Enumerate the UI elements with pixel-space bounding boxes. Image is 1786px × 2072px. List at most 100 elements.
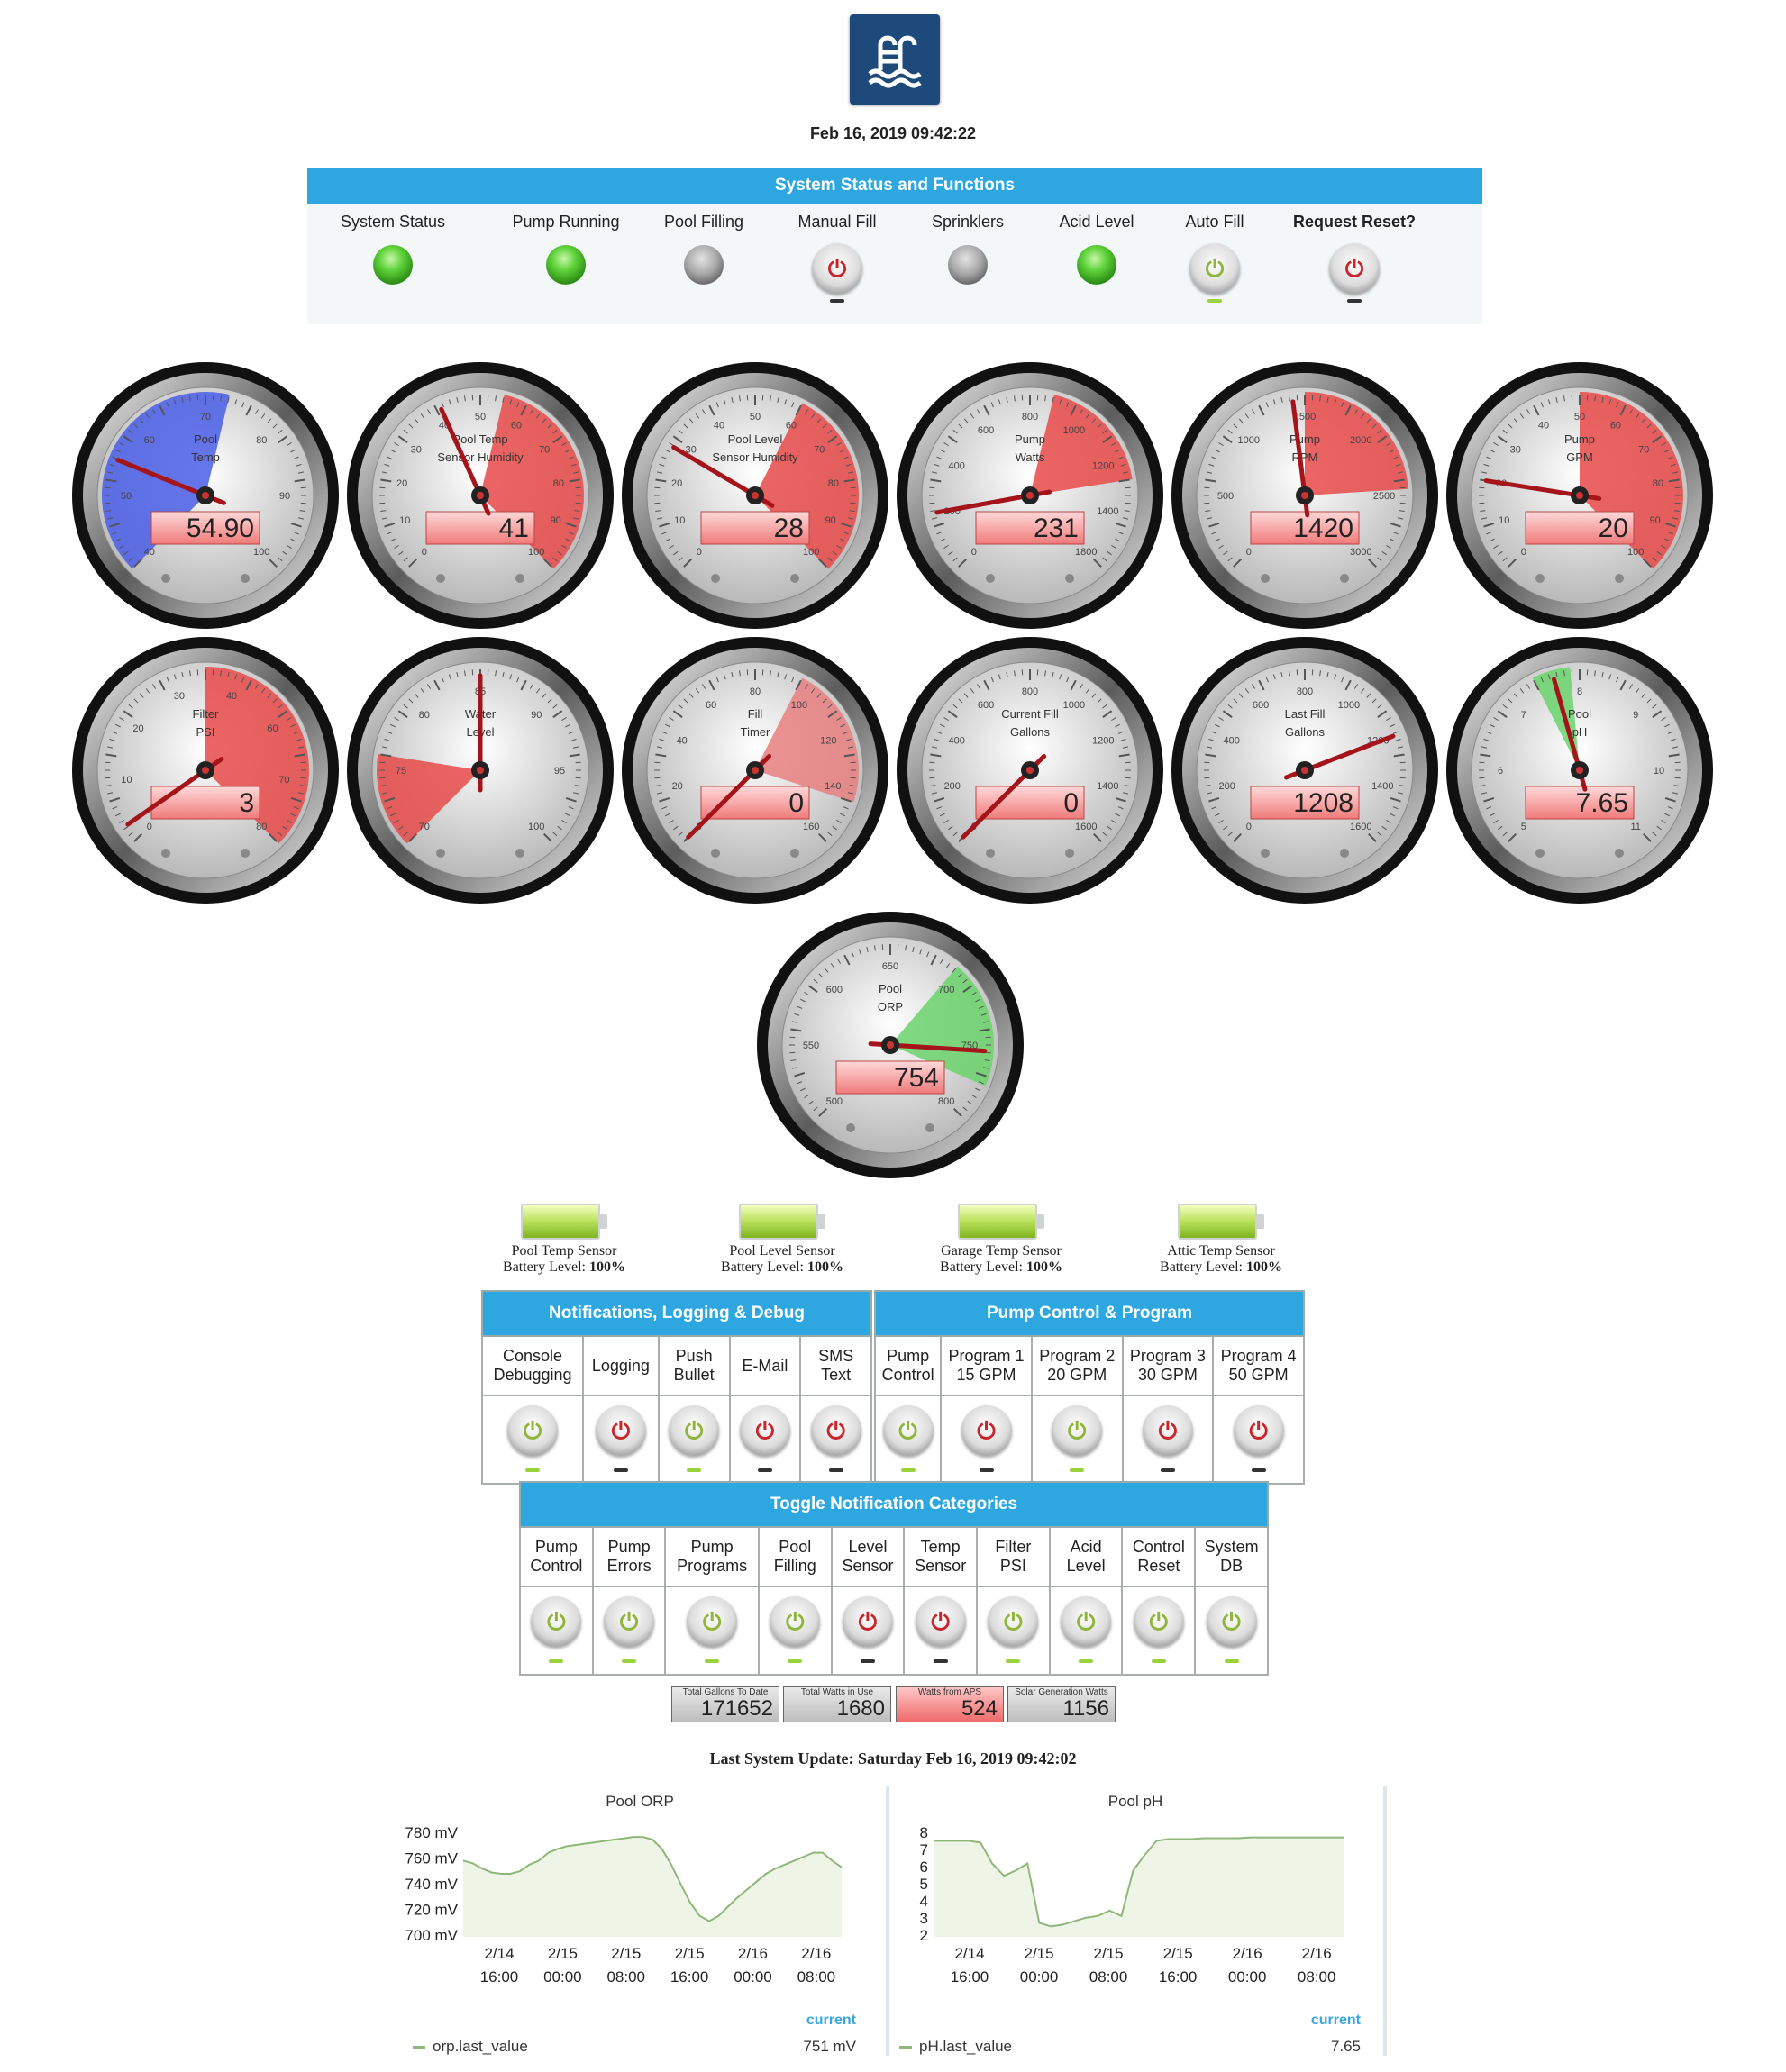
gauge-tick — [1489, 538, 1495, 542]
power-toggle-button[interactable]: ⏻ — [1233, 1405, 1284, 1456]
gauge-tick — [824, 968, 829, 973]
gauge-tick — [808, 1100, 814, 1105]
gauge-tick — [1258, 679, 1265, 691]
gauge-tick — [1635, 413, 1640, 419]
gauge-tick — [1102, 704, 1107, 709]
power-toggle-button[interactable]: ⏻ — [1329, 243, 1380, 294]
toggle-state-bar — [1079, 1659, 1094, 1663]
gauge-min-led — [1261, 849, 1270, 858]
power-toggle-button[interactable]: ⏻ — [604, 1596, 655, 1647]
toggle-state-bar — [687, 1468, 702, 1472]
gauge-tick — [1044, 395, 1047, 402]
power-toggle-button[interactable]: ⏻ — [882, 1405, 934, 1456]
gauge-tick — [1111, 442, 1116, 447]
power-toggle-button[interactable]: ⏻ — [915, 1596, 966, 1647]
power-toggle-button[interactable]: ⏻ — [812, 243, 862, 294]
toggle-label-line1: Level — [848, 1538, 888, 1556]
gauge-tick — [1272, 399, 1276, 405]
gauge-tick — [1122, 746, 1129, 749]
toggle-label: Control Reset — [1121, 1526, 1197, 1587]
gauge-tick — [403, 429, 408, 434]
y-tick-label: 740 mV — [405, 1876, 459, 1893]
gauge-tick — [278, 435, 288, 444]
gauge-10: 02004006008001000120014001600Last FillGa… — [1170, 635, 1440, 905]
toggle-label-line1: Pool — [779, 1538, 812, 1556]
gauge-tick — [119, 544, 124, 549]
power-toggle-button[interactable]: ⏻ — [810, 1405, 861, 1456]
gauge-tick — [287, 819, 292, 823]
power-toggle-button[interactable]: ⏻ — [770, 1596, 821, 1647]
gauge-tick — [784, 399, 788, 405]
gauge-tick — [463, 395, 466, 402]
gauge-tick — [109, 522, 121, 528]
gauge-tick — [1107, 550, 1112, 556]
gauge-tick-label: 90 — [1650, 515, 1661, 526]
gauge-tick — [529, 409, 533, 414]
legend-series[interactable]: orp.last_value — [413, 2038, 528, 2056]
gauge-tick — [975, 1071, 987, 1077]
gauge-tick — [1601, 671, 1604, 678]
toggle-cell: ⏻ — [728, 1395, 802, 1485]
gauge-tick — [456, 396, 459, 404]
gauge-tick — [818, 973, 824, 978]
power-toggle-button[interactable]: ⏻ — [595, 1405, 646, 1456]
toggle-label-line1: Program 1 — [948, 1347, 1025, 1365]
toggle-cell: ⏻ — [519, 1586, 594, 1676]
toggle-label-line1: SMS — [818, 1347, 854, 1365]
power-toggle-button[interactable]: ⏻ — [507, 1405, 559, 1456]
status-item-7: Request Reset? ⏻ — [1264, 213, 1444, 303]
gauge-tick — [1222, 710, 1233, 719]
x-tick-label: 00:00 — [1020, 1968, 1059, 1986]
gauge-tick — [1360, 413, 1365, 419]
gauge-tick — [1280, 396, 1283, 404]
gauge-tick — [1093, 559, 1102, 568]
gauge-dial: 0 500 1000 1500 2000 2500 3000 Pump RPM 1420 — [1171, 362, 1438, 629]
power-toggle-button[interactable]: ⏻ — [1206, 1596, 1257, 1647]
gauge-tick — [1483, 738, 1490, 741]
gauge-tick — [1667, 456, 1673, 459]
power-toggle-button[interactable]: ⏻ — [988, 1596, 1039, 1647]
gauge-tick — [1102, 710, 1113, 719]
gauge-tick — [790, 1059, 797, 1062]
power-toggle-button[interactable]: ⏻ — [687, 1596, 738, 1647]
gauge-tick — [1117, 731, 1124, 734]
power-toggle-button[interactable]: ⏻ — [1189, 243, 1240, 294]
toggle-label-line1: Filter — [995, 1538, 1032, 1556]
gauge-tick — [1664, 522, 1676, 528]
power-toggle-button[interactable]: ⏻ — [669, 1405, 720, 1456]
gauge-tick — [387, 731, 393, 734]
power-icon: ⏻ — [755, 1417, 775, 1444]
gauge-tick — [1214, 723, 1220, 728]
power-toggle-button[interactable]: ⏻ — [842, 1596, 893, 1647]
gauge-tick — [939, 723, 945, 728]
gauge-tick-label: 70 — [419, 822, 430, 832]
gauge-tick — [282, 825, 287, 831]
gauge-tick — [873, 945, 876, 951]
gauge-zone-sector — [755, 403, 859, 569]
power-toggle-button[interactable]: ⏻ — [1052, 1405, 1103, 1456]
power-toggle-button[interactable]: ⏻ — [1133, 1596, 1184, 1647]
legend-series[interactable]: pH.last_value — [899, 2038, 1012, 2056]
gauge-tick-label: 1400 — [1097, 781, 1118, 792]
toggle-label-line2: DB — [1220, 1557, 1244, 1575]
gauge-title: Pool — [879, 982, 902, 995]
gauge-tick — [1223, 825, 1228, 831]
gauge-tick — [123, 710, 133, 719]
gauge-tick — [983, 679, 990, 691]
power-toggle-button[interactable]: ⏻ — [1142, 1405, 1193, 1456]
battery-sensor-name: Pool Temp Sensor — [511, 1243, 617, 1259]
power-toggle-button[interactable]: ⏻ — [739, 1405, 790, 1456]
gauge-tick-label: 200 — [944, 781, 961, 792]
gauge-dial: 0 10 20 30 40 60 70 80 Filter PSI 3 — [72, 637, 339, 904]
x-tick-label: 2/15 — [1094, 1945, 1124, 1962]
power-toggle-button[interactable]: ⏻ — [961, 1405, 1012, 1456]
gauge-max-led — [1065, 849, 1074, 858]
gauge-tick — [1519, 413, 1525, 419]
power-toggle-button[interactable]: ⏻ — [1061, 1596, 1112, 1647]
gauge-tick-label: 100 — [803, 547, 819, 558]
gauge-tick — [943, 544, 949, 549]
gauge-tick — [433, 679, 441, 691]
gauge-tick — [970, 688, 975, 694]
gauge-tick — [1664, 796, 1676, 803]
power-toggle-button[interactable]: ⏻ — [531, 1596, 582, 1647]
